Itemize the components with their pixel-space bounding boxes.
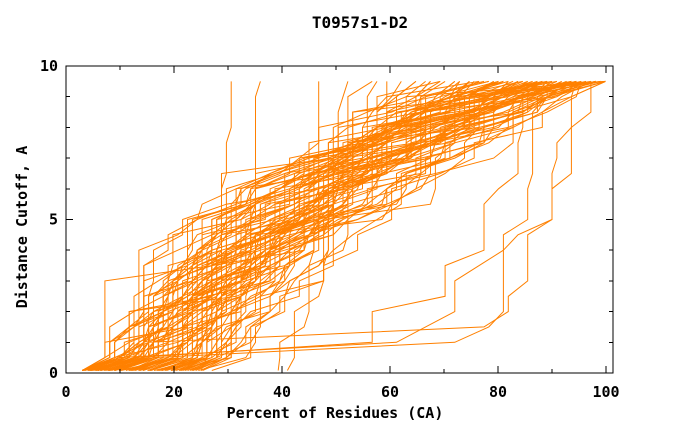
- gdt-curve: [277, 81, 320, 371]
- x-tick-label: 80: [489, 383, 507, 401]
- y-tick-label: 5: [49, 211, 58, 229]
- gdt-curve: [107, 81, 431, 371]
- x-tick-label: 0: [61, 383, 70, 401]
- axes-layer: [65, 65, 614, 374]
- gdt-curve: [286, 81, 349, 371]
- gdt-curve: [185, 81, 232, 371]
- gdt-curve: [182, 80, 562, 371]
- x-tick-label: 60: [381, 383, 399, 401]
- x-axis-label: Percent of Residues (CA): [227, 404, 444, 422]
- x-tick-label: 40: [273, 383, 291, 401]
- gdt-curve: [200, 81, 261, 371]
- gdt-curve: [81, 81, 388, 371]
- gdt-curve: [97, 80, 587, 371]
- y-tick-label: 10: [40, 57, 58, 75]
- gdt-curve: [156, 80, 582, 371]
- gdt-curve: [83, 80, 606, 371]
- tick-labels-layer: 0 20 40 60 80 100 0 5 10: [40, 57, 620, 401]
- gdt-curve: [97, 81, 402, 371]
- gdt-curve: [95, 81, 548, 371]
- y-tick-label: 0: [49, 364, 58, 382]
- gdt-curve: [82, 81, 592, 371]
- gdt-curve: [131, 80, 485, 371]
- gdt-curve: [195, 81, 548, 371]
- model-curves-layer: [81, 80, 606, 371]
- gdt-curve: [87, 81, 378, 371]
- gdt-curve: [82, 80, 572, 371]
- y-axis-label: Distance Cutoff, A: [13, 146, 31, 309]
- x-tick-label: 20: [165, 383, 183, 401]
- gdt-curve: [81, 80, 373, 371]
- gdt-curve: [198, 80, 582, 371]
- gdt-curve: [105, 81, 577, 371]
- gdt-curve: [89, 81, 426, 371]
- chart-title: T0957s1-D2: [312, 13, 408, 32]
- gdt-curve: [88, 80, 557, 371]
- gdt-curve: [184, 80, 538, 371]
- x-tick-label: 100: [592, 383, 619, 401]
